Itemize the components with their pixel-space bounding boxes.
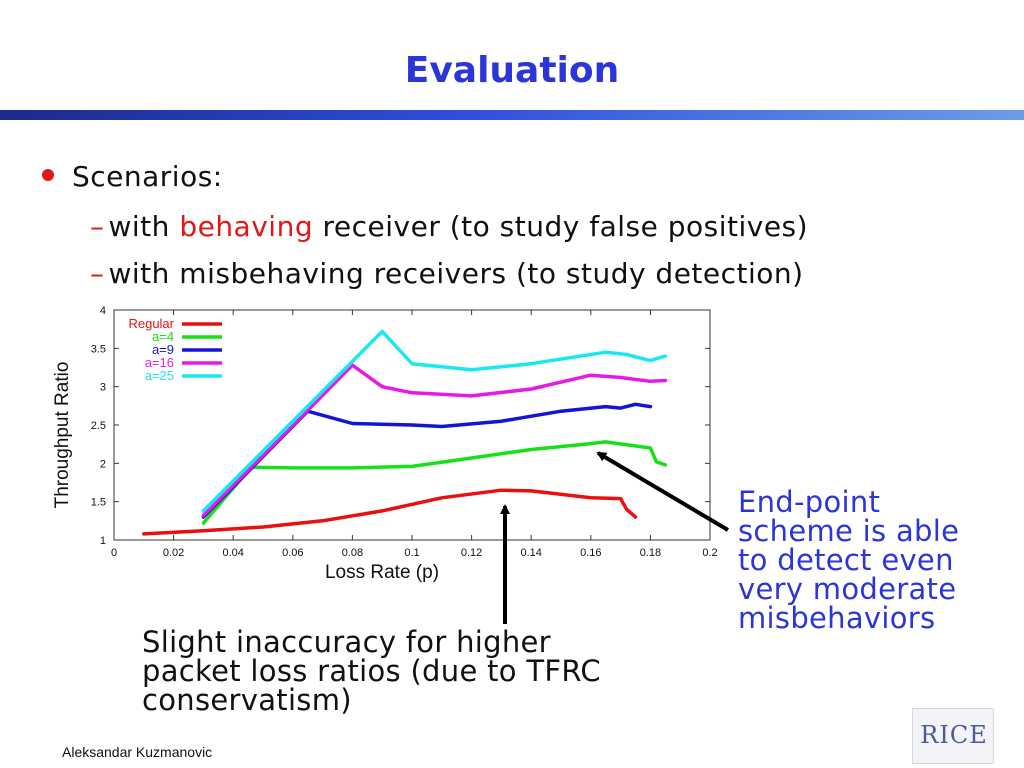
author-name: Aleksandar Kuzmanovic — [62, 744, 213, 760]
x-tick-label: 0.18 — [640, 547, 661, 559]
x-tick-label: 0.1 — [404, 547, 419, 559]
throughput-chart: 0 0.02 0.04 0.06 0.08 0.1 0.12 0.14 0.16 0.18 0.2 1… — [52, 305, 718, 583]
annotation-right-line: misbehaviors — [738, 601, 936, 635]
annotation-bottom-line: conservatism) — [142, 683, 352, 717]
series-line-a25 — [201, 329, 668, 513]
x-tick-label: 0.2 — [702, 547, 717, 559]
legend-label: a=16 — [145, 355, 174, 370]
x-tick-label: 0.14 — [520, 547, 541, 559]
sub1-prefix: with — [108, 210, 180, 243]
slide-title: Evaluation — [404, 50, 620, 91]
title-divider — [0, 110, 1024, 120]
legend-label: a=25 — [145, 368, 174, 383]
red-dot-icon — [42, 169, 54, 181]
annotation-right: End-point scheme is able to detect even … — [738, 488, 1018, 633]
dash-icon: – — [90, 210, 105, 243]
y-tick-label: 2.5 — [91, 420, 106, 432]
series-line-a16 — [201, 363, 668, 518]
sub-bullet-behaving: – with behaving receiver (to study false … — [90, 210, 808, 243]
bullet-scenarios: Scenarios: — [42, 160, 223, 193]
x-tick-label: 0.02 — [163, 547, 184, 559]
logo-text: RICE — [920, 721, 988, 749]
series-line-a4 — [201, 440, 668, 525]
annotation-right-line: scheme is able — [738, 514, 960, 548]
sub1-highlight: behaving — [179, 210, 314, 243]
sub1-suffix: receiver (to study false positives) — [313, 210, 809, 243]
annotation-right-line: to detect even — [738, 543, 954, 577]
bullet-text: Scenarios: — [72, 160, 223, 193]
x-tick-label: 0.16 — [580, 547, 601, 559]
y-tick-label: 2 — [100, 458, 106, 470]
y-tick-label: 1.5 — [91, 497, 106, 509]
rice-university-logo: RICE — [912, 708, 994, 764]
x-tick-label: 0.06 — [282, 547, 303, 559]
x-tick-label: 0.08 — [342, 547, 363, 559]
sub-bullet-misbehaving: – with misbehaving receivers (to study de… — [90, 257, 804, 290]
legend-label: a=4 — [152, 329, 174, 344]
annotation-right-line: End-point — [738, 485, 881, 519]
y-tick-label: 1 — [100, 535, 106, 547]
y-tick-label: 3.5 — [91, 343, 106, 355]
sub2-text: with misbehaving receivers (to study det… — [108, 257, 804, 290]
y-axis-label: Throughput Ratio — [52, 362, 73, 509]
dash-icon: – — [90, 257, 105, 290]
y-tick-label: 4 — [100, 305, 106, 317]
x-tick-label: 0.04 — [222, 547, 243, 559]
annotation-bottom: Slight inaccuracy for higher packet loss… — [142, 628, 702, 715]
x-tick-label: 0.12 — [461, 547, 482, 559]
annotation-bottom-line: packet loss ratios (due to TFRC — [142, 654, 601, 688]
legend-label: a=9 — [152, 342, 174, 357]
legend-label: Regular — [128, 316, 174, 331]
series-line-a9 — [201, 402, 653, 519]
x-tick-label: 0 — [111, 547, 117, 559]
x-axis-label: Loss Rate (p) — [325, 562, 439, 583]
y-tick-label: 3 — [100, 382, 106, 394]
annotation-right-line: very moderate — [738, 572, 957, 606]
annotation-bottom-line: Slight inaccuracy for higher — [142, 625, 551, 659]
